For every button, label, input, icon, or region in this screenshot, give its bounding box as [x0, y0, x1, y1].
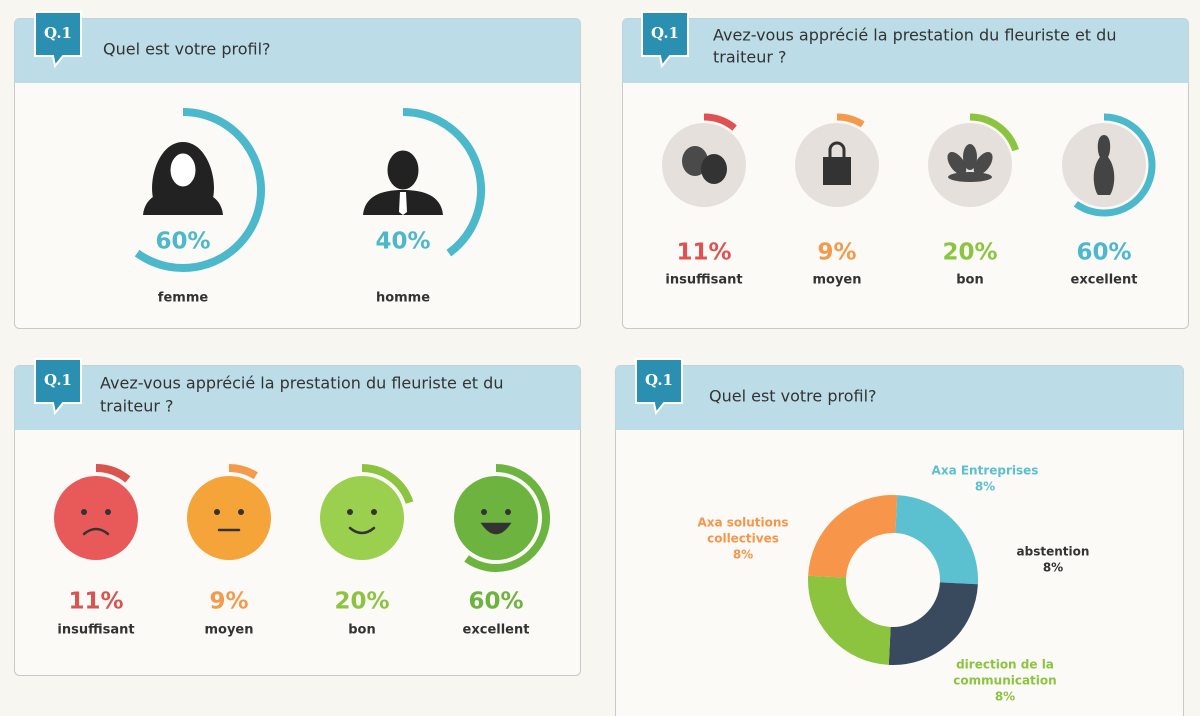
value-label: 40% — [375, 229, 430, 255]
eye — [371, 509, 377, 515]
donut-segment — [888, 581, 978, 665]
progress-arc — [836, 113, 865, 128]
segment-value: 8% — [995, 690, 1015, 704]
segment-name: communication — [953, 674, 1056, 688]
bag-handle — [828, 141, 846, 157]
item-label: insuffisant — [57, 623, 134, 638]
value-label: 60% — [155, 229, 210, 255]
item-label: homme — [376, 291, 430, 306]
face — [454, 476, 538, 560]
item-label: excellent — [1071, 273, 1138, 288]
panel-header — [615, 365, 1184, 430]
mask — [701, 154, 727, 184]
value-label: 20% — [942, 240, 997, 266]
value-label: 9% — [209, 589, 248, 615]
segment-value: 8% — [733, 548, 753, 562]
eye — [81, 509, 87, 515]
badge — [34, 358, 82, 416]
panel-title: traiteur ? — [100, 397, 174, 416]
petal — [947, 151, 967, 175]
segment-name: collectives — [707, 532, 779, 546]
segment-value: 8% — [975, 480, 995, 494]
segment-name: abstention — [1017, 545, 1090, 559]
eye — [238, 509, 244, 515]
panel-header — [14, 18, 581, 83]
segment-value: 8% — [1043, 561, 1063, 575]
progress-arc — [361, 464, 414, 504]
lotus-base — [948, 172, 992, 182]
eye — [481, 509, 487, 515]
shoulders — [143, 190, 223, 215]
segment-name: Axa solutions — [697, 516, 788, 530]
item-label: excellent — [463, 623, 530, 638]
panel-header — [622, 18, 1189, 83]
value-label: 9% — [817, 240, 856, 266]
progress-arc — [228, 464, 258, 480]
value-label: 11% — [676, 240, 731, 266]
badge — [641, 11, 689, 69]
progress-arc — [402, 108, 485, 257]
panel-title: Quel est votre profil? — [103, 40, 271, 59]
value-label: 20% — [334, 589, 389, 615]
pin — [1093, 135, 1115, 195]
badge-label: Q.1 — [44, 24, 72, 42]
eye — [105, 509, 111, 515]
person-icon — [363, 150, 443, 215]
value-label: 60% — [1076, 240, 1131, 266]
badge-label: Q.1 — [44, 371, 72, 389]
eye — [347, 509, 353, 515]
head — [387, 150, 419, 190]
donut-segment — [808, 575, 892, 665]
segment-name: Axa Entreprises — [932, 464, 1039, 478]
panel-title: Quel est votre profil? — [709, 387, 877, 406]
item-label: femme — [158, 291, 209, 306]
petal — [973, 151, 993, 175]
progress-arc — [1073, 113, 1156, 217]
value-label: 60% — [468, 589, 523, 615]
tie — [399, 192, 407, 215]
face — [187, 476, 271, 560]
donut-segment — [808, 495, 898, 579]
progress-arc — [95, 464, 131, 483]
panel-title: Avez-vous apprécié la prestation du fleu… — [100, 374, 503, 393]
item-label: moyen — [204, 623, 253, 638]
progress-arc — [464, 464, 550, 572]
head — [167, 150, 199, 190]
panel-header — [14, 365, 581, 430]
person-icon — [143, 142, 223, 215]
badge — [34, 11, 82, 69]
panel-title: Avez-vous apprécié la prestation du fleu… — [713, 26, 1116, 45]
progress-arc — [703, 113, 737, 131]
badge-label: Q.1 — [645, 371, 673, 389]
donut-segment — [894, 495, 978, 585]
panel-title: traiteur ? — [713, 48, 787, 67]
mouth — [82, 527, 110, 536]
face — [54, 476, 138, 560]
mouth — [348, 526, 376, 535]
item-label: insuffisant — [665, 273, 742, 288]
bag — [823, 157, 851, 185]
face — [320, 476, 404, 560]
eye — [505, 509, 511, 515]
eye — [214, 509, 220, 515]
progress-arc — [969, 113, 1019, 152]
badge-label: Q.1 — [651, 24, 679, 42]
mouth — [480, 522, 512, 535]
item-label: bon — [348, 623, 376, 638]
petal — [963, 144, 977, 170]
badge — [635, 358, 683, 416]
item-label: moyen — [812, 273, 861, 288]
item-label: bon — [956, 273, 984, 288]
segment-name: direction de la — [956, 658, 1054, 672]
progress-arc — [134, 108, 265, 272]
value-label: 11% — [68, 589, 123, 615]
